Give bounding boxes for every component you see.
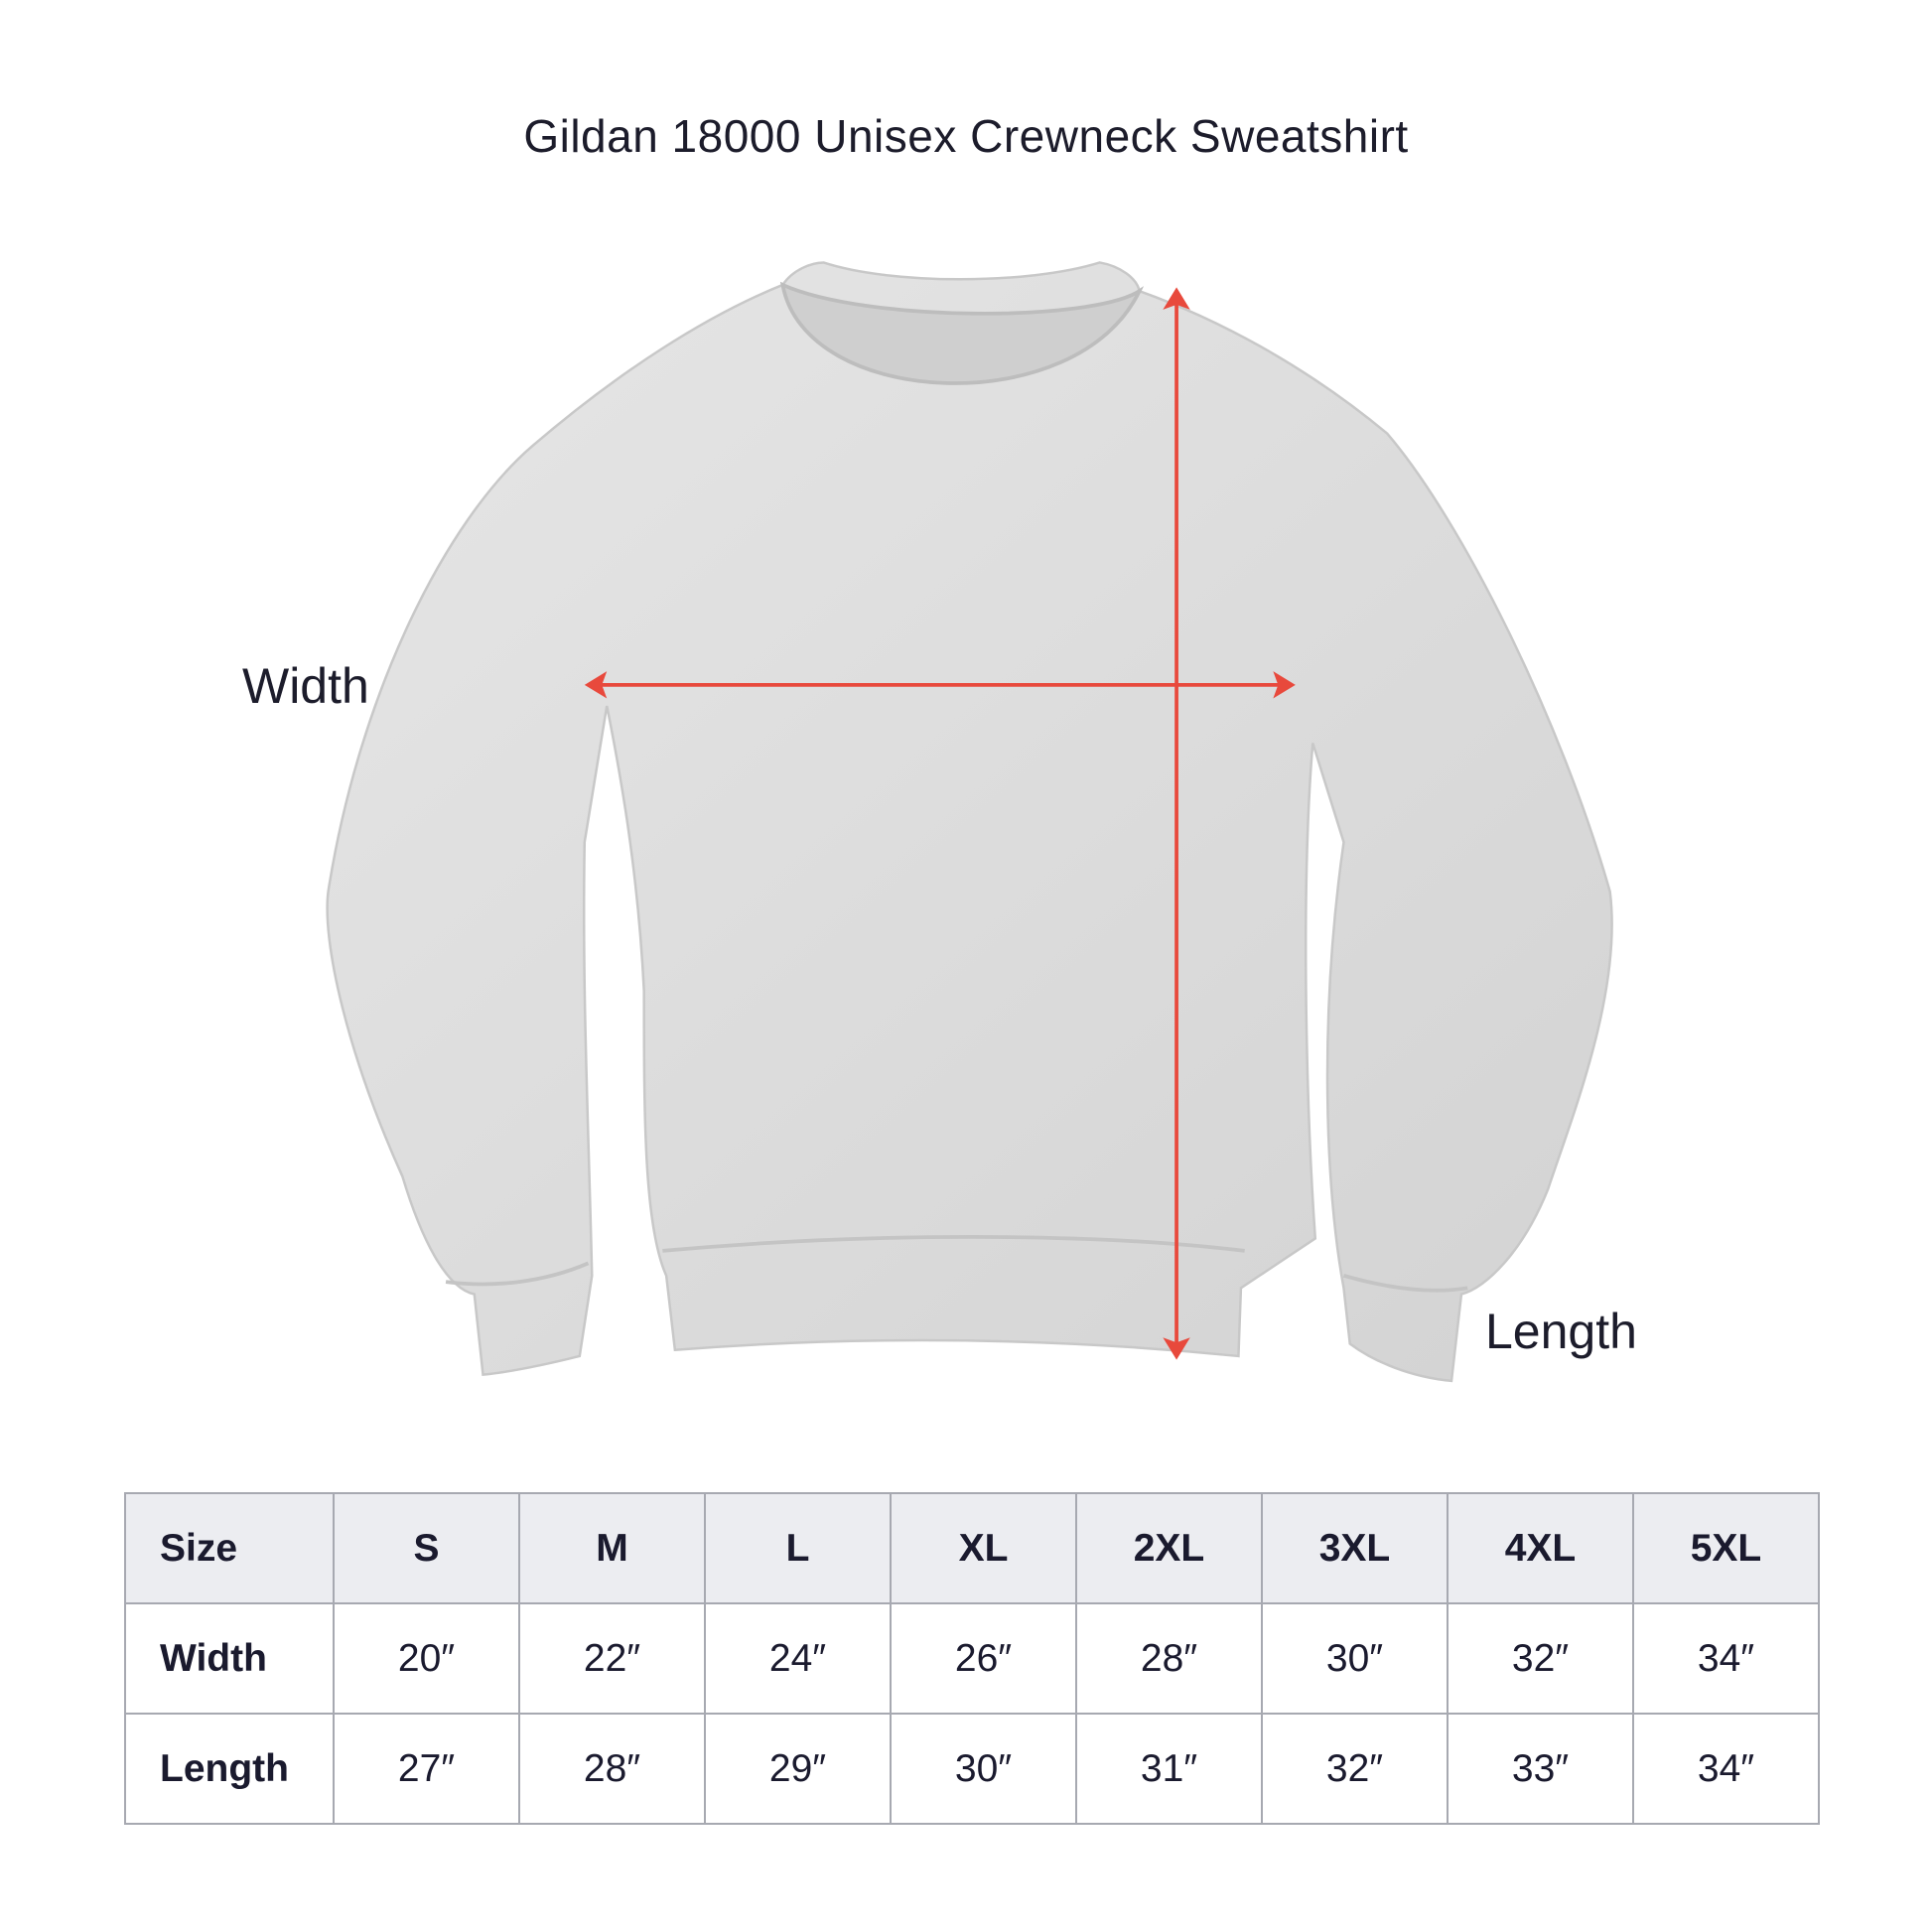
row-label: Length xyxy=(124,1713,335,1825)
size-chart-table: Size S M L XL 2XL 3XL 4XL 5XL Width 20″ … xyxy=(124,1492,1820,1825)
neckline xyxy=(779,281,1145,385)
header-cell: S xyxy=(333,1492,520,1604)
length-label: Length xyxy=(1485,1304,1637,1359)
table-row-width: Width 20″ 22″ 24″ 26″ 28″ 30″ 32″ 34″ xyxy=(124,1602,1820,1715)
page-title: Gildan 18000 Unisex Crewneck Sweatshirt xyxy=(523,110,1409,162)
table-cell: 27″ xyxy=(333,1713,520,1825)
header-cell: 3XL xyxy=(1261,1492,1449,1604)
header-cell: 5XL xyxy=(1632,1492,1820,1604)
table-row-length: Length 27″ 28″ 29″ 30″ 31″ 32″ 33″ 34″ xyxy=(124,1713,1820,1825)
table-cell: 33″ xyxy=(1447,1713,1634,1825)
table-cell: 29″ xyxy=(704,1713,892,1825)
table-cell: 32″ xyxy=(1261,1713,1449,1825)
header-cell: 2XL xyxy=(1075,1492,1263,1604)
table-cell: 26″ xyxy=(890,1602,1077,1715)
header-cell: XL xyxy=(890,1492,1077,1604)
length-arrow xyxy=(1163,287,1190,1360)
row-label: Width xyxy=(124,1602,335,1715)
table-cell: 20″ xyxy=(333,1602,520,1715)
width-arrow xyxy=(584,671,1296,699)
table-cell: 34″ xyxy=(1632,1602,1820,1715)
table-cell: 32″ xyxy=(1447,1602,1634,1715)
table-cell: 24″ xyxy=(704,1602,892,1715)
table-cell: 31″ xyxy=(1075,1713,1263,1825)
table-header-row: Size S M L XL 2XL 3XL 4XL 5XL xyxy=(124,1492,1820,1604)
header-cell: L xyxy=(704,1492,892,1604)
table-cell: 28″ xyxy=(1075,1602,1263,1715)
table-cell: 34″ xyxy=(1632,1713,1820,1825)
header-cell: 4XL xyxy=(1447,1492,1634,1604)
table-cell: 30″ xyxy=(890,1713,1077,1825)
sweatshirt-body xyxy=(326,261,1613,1383)
table-cell: 28″ xyxy=(518,1713,706,1825)
right-cuff-seam xyxy=(1342,1274,1468,1293)
left-cuff-seam xyxy=(445,1261,590,1287)
table-cell: 22″ xyxy=(518,1602,706,1715)
table-cell: 30″ xyxy=(1261,1602,1449,1715)
header-cell: M xyxy=(518,1492,706,1604)
header-cell: Size xyxy=(124,1492,335,1604)
width-label: Width xyxy=(242,658,369,714)
